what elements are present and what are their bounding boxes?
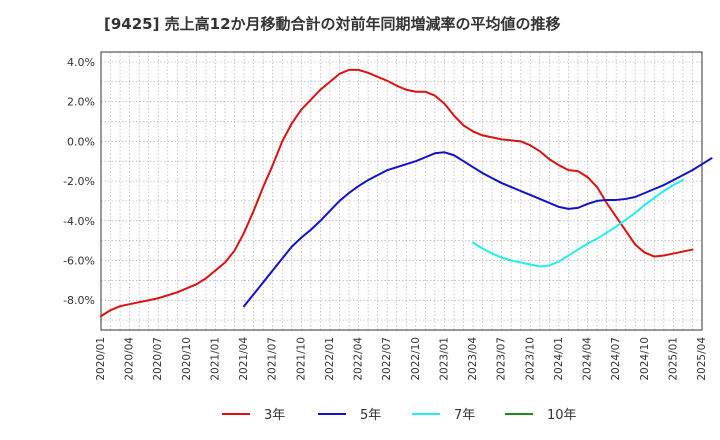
x-tick-label: 2023/10 xyxy=(524,337,536,381)
series-line-5年 xyxy=(243,151,713,308)
x-tick-label: 2023/04 xyxy=(467,337,479,381)
x-tick-label: 2024/10 xyxy=(639,337,651,381)
legend-label-3年: 3年 xyxy=(264,408,285,423)
x-tick-label: 2025/01 xyxy=(667,337,679,381)
y-tick-label: -6.0% xyxy=(63,255,95,268)
y-tick-label: 2.0% xyxy=(67,96,95,109)
chart-title: [9425] 売上高12か月移動合計の対前年同期増減率の平均値の推移 xyxy=(104,15,561,33)
x-tick-label: 2020/10 xyxy=(181,337,193,381)
x-tick-label: 2022/01 xyxy=(324,337,336,381)
x-tick-label: 2023/07 xyxy=(496,337,508,381)
series-line-3年 xyxy=(100,68,694,318)
legend-label-7年: 7年 xyxy=(454,408,475,423)
series-line-7年 xyxy=(472,179,684,268)
x-tick-label: 2021/07 xyxy=(267,337,279,381)
plot-frame xyxy=(100,51,703,331)
x-tick-label: 2022/04 xyxy=(353,337,365,381)
y-tick-label: -2.0% xyxy=(63,175,95,188)
x-tick-label: 2021/01 xyxy=(209,337,221,381)
legend-label-10年: 10年 xyxy=(547,408,577,423)
x-tick-label: 2020/04 xyxy=(124,337,136,381)
x-tick-label: 2024/01 xyxy=(553,337,565,381)
x-tick-label: 2024/04 xyxy=(582,337,594,381)
x-tick-label: 2020/07 xyxy=(152,337,164,381)
x-tick-label: 2023/01 xyxy=(438,337,450,381)
x-tick-label: 2025/04 xyxy=(696,337,708,381)
x-tick-label: 2022/07 xyxy=(381,337,393,381)
x-tick-label: 2021/10 xyxy=(295,337,307,381)
y-tick-label: -4.0% xyxy=(63,215,95,228)
y-tick-label: -8.0% xyxy=(63,294,95,307)
x-tick-label: 2020/01 xyxy=(95,337,107,381)
x-tick-label: 2022/10 xyxy=(410,337,422,381)
x-tick-label: 2021/04 xyxy=(238,337,250,381)
y-tick-label: 0.0% xyxy=(67,135,95,148)
y-tick-label: 4.0% xyxy=(67,56,95,69)
x-tick-label: 2024/07 xyxy=(610,337,622,381)
legend-label-5年: 5年 xyxy=(360,408,381,423)
